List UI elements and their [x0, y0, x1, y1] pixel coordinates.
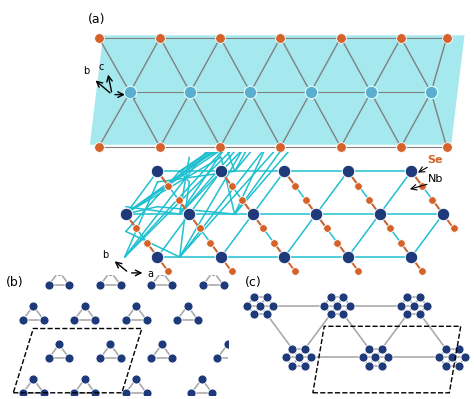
Polygon shape [90, 36, 465, 145]
Text: a: a [129, 91, 135, 101]
Text: b: b [102, 250, 109, 260]
Text: (b): (b) [6, 277, 24, 289]
Text: Nb: Nb [428, 174, 443, 184]
Text: a: a [147, 269, 153, 279]
Text: b: b [82, 66, 89, 76]
Text: (c): (c) [245, 277, 261, 289]
Text: (a): (a) [88, 14, 105, 26]
Text: Se: Se [428, 155, 443, 165]
Text: c: c [99, 61, 104, 71]
